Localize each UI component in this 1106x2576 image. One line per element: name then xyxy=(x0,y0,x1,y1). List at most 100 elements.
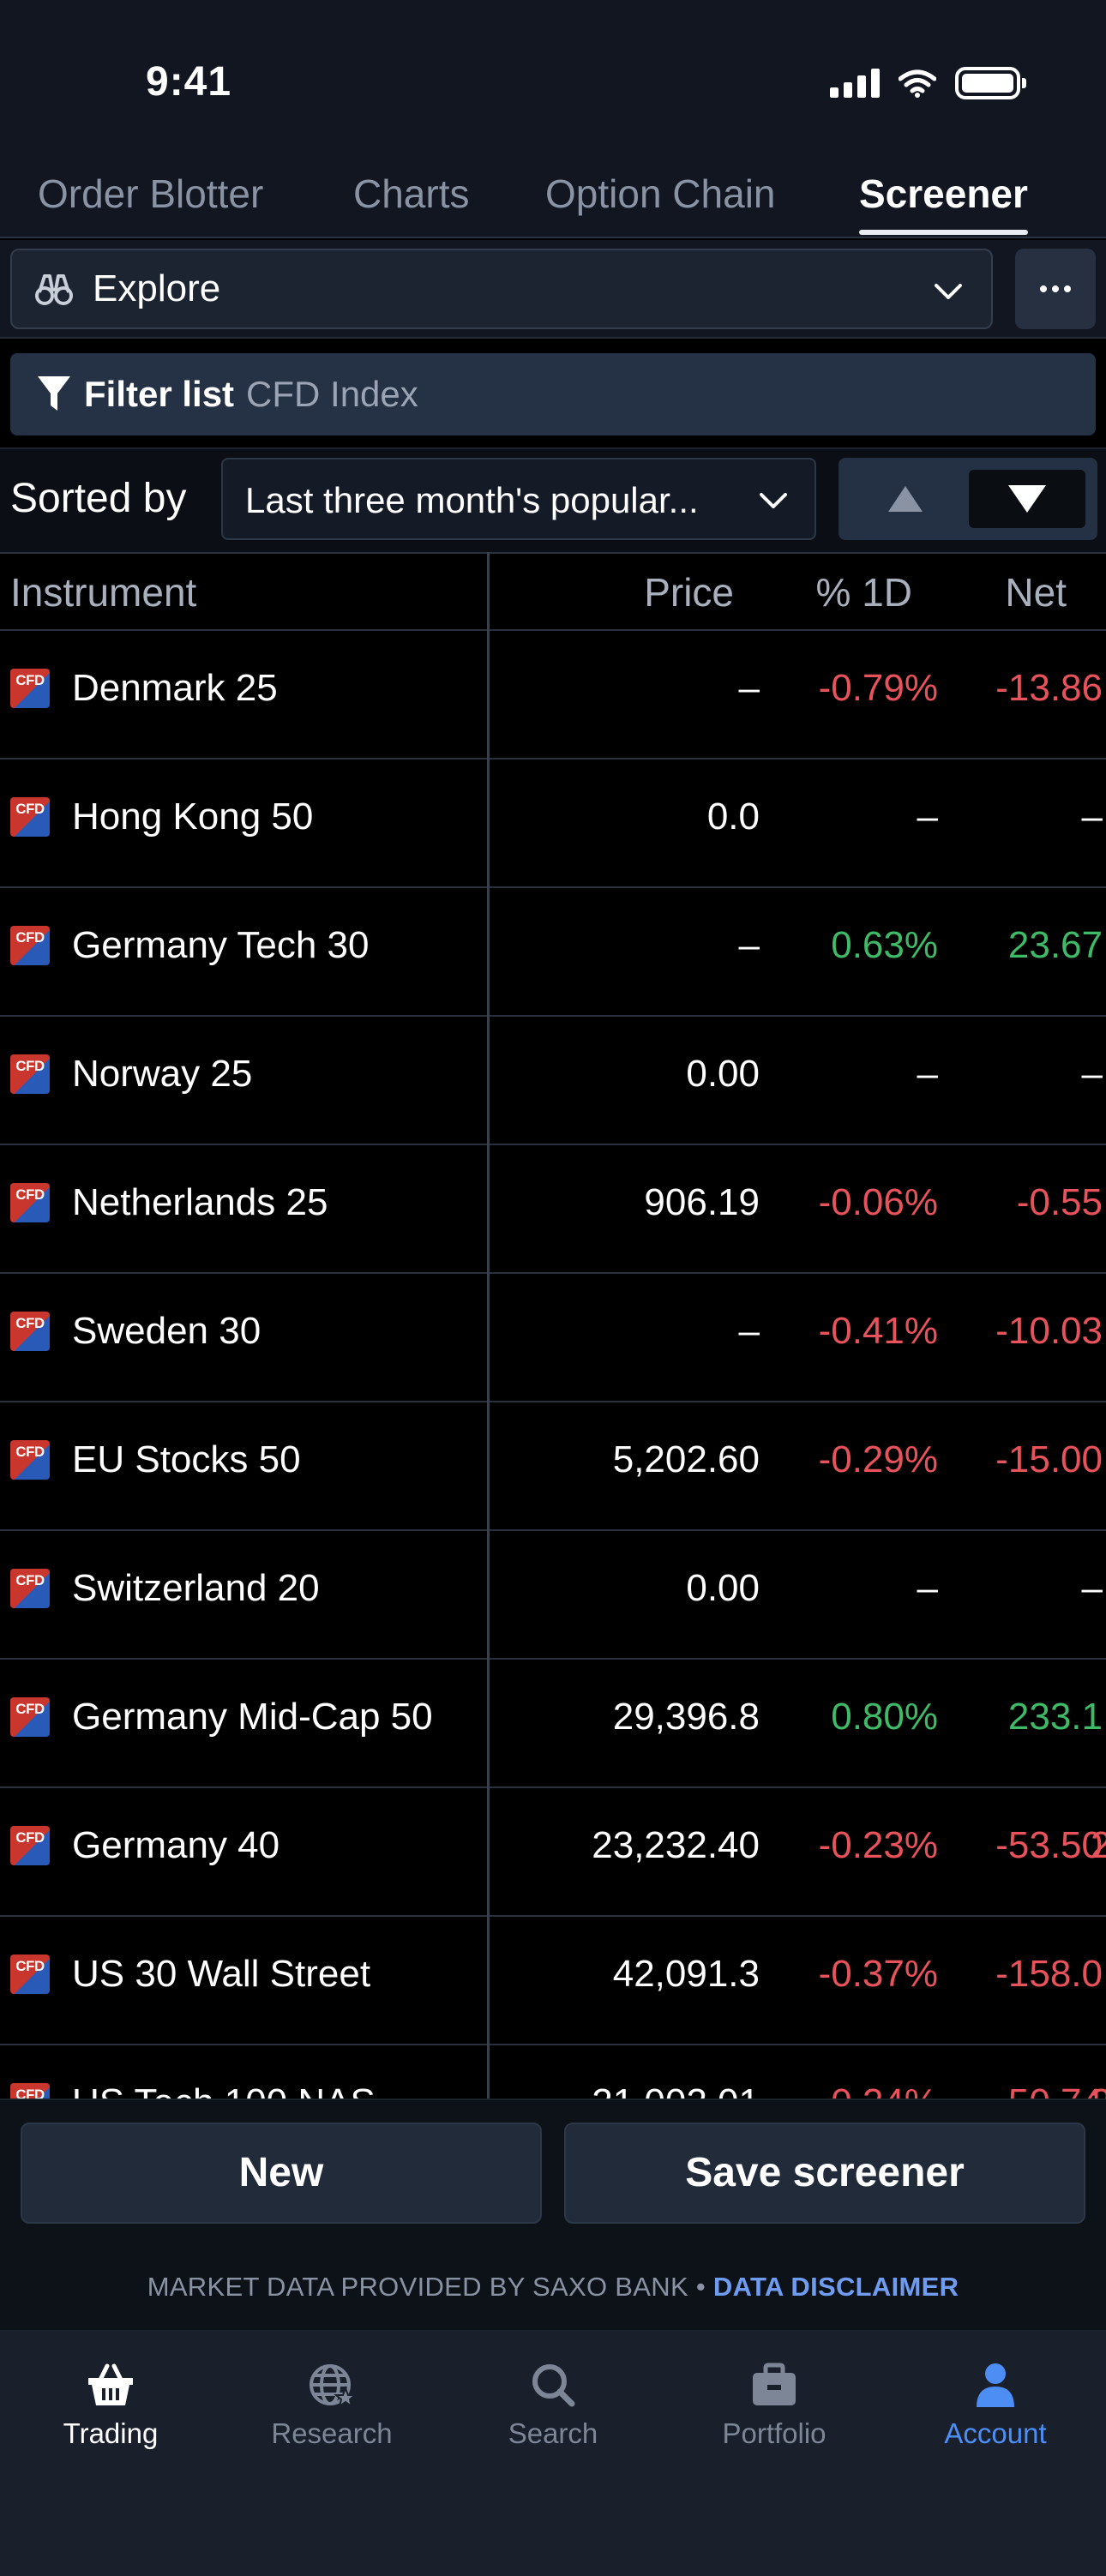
instrument-price: 0.00 xyxy=(686,1053,760,1095)
instrument-name: US Tech 100 NAS xyxy=(72,2081,376,2099)
instrument-name: EU Stocks 50 xyxy=(72,1438,301,1480)
table-row[interactable]: CFD Switzerland 20 0.00 – – xyxy=(0,1531,1106,1660)
column-header-pct-1d[interactable]: % 1D xyxy=(815,570,912,615)
table-row[interactable]: CFD EU Stocks 50 5,202.60 -0.29% -15.00 xyxy=(0,1402,1106,1531)
sort-descending-button[interactable] xyxy=(969,470,1085,528)
explore-dropdown[interactable]: Explore xyxy=(10,249,993,329)
table-row[interactable]: CFD Germany Tech 30 – 0.63% 23.67 xyxy=(0,888,1106,1017)
instrument-change-net: – xyxy=(1081,796,1103,838)
instrument-price: – xyxy=(738,924,760,966)
instrument-change-pct: – xyxy=(917,1567,938,1609)
table-row[interactable]: CFD Netherlands 25 906.19 -0.06% -0.55 xyxy=(0,1145,1106,1274)
instrument-price: 906.19 xyxy=(644,1181,760,1223)
instrument-change-net: -13.86 xyxy=(995,667,1103,709)
table-header: Instrument Price % 1D Net xyxy=(0,552,1106,631)
more-options-button[interactable] xyxy=(1015,249,1096,329)
column-header-instrument[interactable]: Instrument xyxy=(10,570,197,615)
chevron-down-icon xyxy=(935,284,962,299)
user-icon xyxy=(977,2363,1014,2407)
table-row[interactable]: CFD Denmark 25 – -0.79% -13.86 xyxy=(0,631,1106,760)
nav-research[interactable]: Research xyxy=(221,2361,442,2450)
tab-order-blotter[interactable]: Order Blotter xyxy=(38,171,264,216)
instrument-price: 5,202.60 xyxy=(612,1438,760,1480)
table-row[interactable]: CFD Sweden 30 – -0.41% -10.03 xyxy=(0,1274,1106,1402)
instrument-change-net: 233.1 xyxy=(1007,1696,1103,1738)
cfd-badge-label: CFD xyxy=(15,1701,45,1717)
instrument-price: – xyxy=(738,1310,760,1352)
sort-direction-toggle xyxy=(839,458,1097,540)
search-icon xyxy=(532,2364,575,2407)
cfd-badge-label: CFD xyxy=(15,1958,45,1974)
instrument-next-column-value: 2 xyxy=(1091,1824,1106,1866)
cfd-badge-icon: CFD xyxy=(10,797,50,837)
cfd-badge-icon: CFD xyxy=(10,1569,50,1608)
status-icons xyxy=(830,67,1026,99)
column-header-price[interactable]: Price xyxy=(644,570,734,615)
briefcase-icon xyxy=(753,2363,796,2405)
cfd-badge-label: CFD xyxy=(15,1829,45,1846)
filter-list-bar[interactable]: Filter list CFD Index xyxy=(10,353,1096,435)
instrument-change-pct: -0.37% xyxy=(818,1953,938,1995)
instrument-change-pct: -0.29% xyxy=(818,1438,938,1480)
instrument-change-pct: -0.23% xyxy=(818,1824,938,1866)
nav-trading-label: Trading xyxy=(63,2417,159,2449)
instrument-name: Germany 40 xyxy=(72,1824,280,1866)
status-bar: 9:41 xyxy=(0,0,1106,163)
cfd-badge-label: CFD xyxy=(15,672,45,688)
table-row[interactable]: CFD Hong Kong 50 0.0 – – xyxy=(0,760,1106,888)
instrument-price: – xyxy=(738,667,760,709)
instrument-change-net: – xyxy=(1081,1053,1103,1095)
instrument-change-pct: 0.80% xyxy=(831,1696,938,1738)
instrument-change-pct: 0.63% xyxy=(831,924,938,966)
nav-account-label: Account xyxy=(944,2417,1047,2449)
save-screener-button[interactable]: Save screener xyxy=(564,2123,1085,2224)
instrument-price: 42,091.3 xyxy=(612,1953,760,1995)
cfd-badge-icon: CFD xyxy=(10,1826,50,1865)
sort-dropdown[interactable]: Last three month's popular... xyxy=(221,458,816,540)
nav-portfolio[interactable]: Portfolio xyxy=(664,2361,885,2450)
table-row[interactable]: CFD US 30 Wall Street 42,091.3 -0.37% -158.0 xyxy=(0,1917,1106,2045)
nav-account[interactable]: Account xyxy=(885,2361,1106,2450)
tab-option-chain[interactable]: Option Chain xyxy=(545,171,776,216)
tab-charts[interactable]: Charts xyxy=(353,171,470,216)
instrument-name: Germany Mid-Cap 50 xyxy=(72,1696,433,1738)
nav-search-label: Search xyxy=(508,2417,598,2449)
table-row[interactable]: CFD Germany Mid-Cap 50 29,396.8 0.80% 233.1 xyxy=(0,1660,1106,1788)
instrument-price: 23,232.40 xyxy=(592,1824,760,1866)
instrument-change-net: -0.55 xyxy=(1016,1181,1103,1223)
disclaimer-text: MARKET DATA PROVIDED BY SAXO BANK • xyxy=(147,2272,706,2302)
table-row[interactable]: CFD Germany 40 23,232.40 -0.23% -53.50 2 xyxy=(0,1788,1106,1917)
cfd-badge-icon: CFD xyxy=(10,1054,50,1094)
battery-icon xyxy=(955,67,1026,99)
table-row[interactable]: CFD Norway 25 0.00 – – xyxy=(0,1017,1106,1145)
instrument-change-net: -158.0 xyxy=(995,1953,1103,1995)
instrument-price: 29,396.8 xyxy=(612,1696,760,1738)
chevron-down-icon xyxy=(760,493,787,508)
sort-value: Last three month's popular... xyxy=(245,480,699,520)
cfd-badge-icon: CFD xyxy=(10,1955,50,1994)
status-time: 9:41 xyxy=(146,59,232,105)
sort-ascending-button[interactable] xyxy=(851,470,960,528)
cfd-badge-label: CFD xyxy=(15,801,45,817)
tab-screener[interactable]: Screener xyxy=(859,166,1028,235)
filter-list-value: CFD Index xyxy=(246,374,418,414)
cfd-badge-label: CFD xyxy=(15,1572,45,1588)
column-header-net[interactable]: Net xyxy=(1005,570,1067,615)
cfd-badge-label: CFD xyxy=(15,929,45,946)
cfd-badge-label: CFD xyxy=(15,1186,45,1203)
table-row[interactable]: CFD US Tech 100 NAS 21,002.01 -0.24% -50.742 xyxy=(0,2045,1106,2099)
action-bar: New Save screener MARKET DATA PROVIDED B… xyxy=(0,2099,1106,2330)
instrument-name: Netherlands 25 xyxy=(72,1181,328,1223)
cfd-badge-icon: CFD xyxy=(10,926,50,965)
triangle-down-icon xyxy=(1008,485,1046,513)
instrument-list: CFD Denmark 25 – -0.79% -13.86 CFD Hong Kong 5… xyxy=(0,631,1106,2099)
data-disclaimer-link[interactable]: DATA DISCLAIMER xyxy=(712,2272,959,2302)
cellular-signal-icon xyxy=(830,69,880,98)
explore-row: Explore xyxy=(0,240,1106,339)
nav-trading[interactable]: Trading xyxy=(0,2361,221,2450)
new-button[interactable]: New xyxy=(21,2123,542,2224)
triangle-up-icon xyxy=(888,486,923,512)
filter-icon xyxy=(38,376,70,411)
instrument-change-net: -15.00 xyxy=(995,1438,1103,1480)
nav-search[interactable]: Search xyxy=(442,2361,664,2450)
